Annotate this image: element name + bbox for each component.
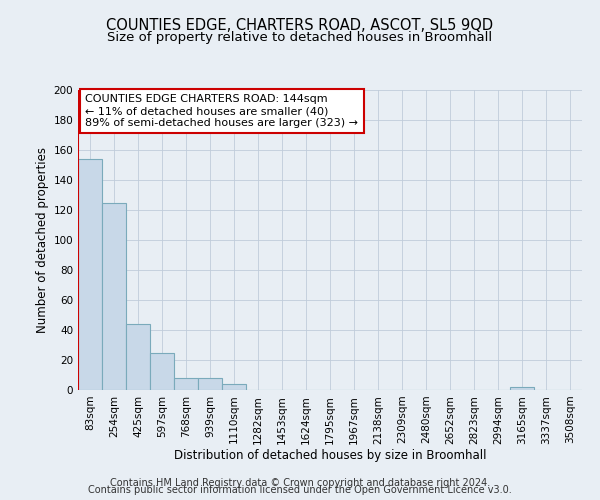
Bar xyxy=(126,324,150,390)
Text: Size of property relative to detached houses in Broomhall: Size of property relative to detached ho… xyxy=(107,31,493,44)
Text: COUNTIES EDGE CHARTERS ROAD: 144sqm
← 11% of detached houses are smaller (40)
89: COUNTIES EDGE CHARTERS ROAD: 144sqm ← 11… xyxy=(85,94,358,128)
Text: Contains HM Land Registry data © Crown copyright and database right 2024.: Contains HM Land Registry data © Crown c… xyxy=(110,478,490,488)
Bar xyxy=(150,352,174,390)
Text: Contains public sector information licensed under the Open Government Licence v3: Contains public sector information licen… xyxy=(88,485,512,495)
Y-axis label: Number of detached properties: Number of detached properties xyxy=(36,147,49,333)
Bar xyxy=(198,378,222,390)
Bar xyxy=(222,384,246,390)
Bar xyxy=(510,387,534,390)
Text: COUNTIES EDGE, CHARTERS ROAD, ASCOT, SL5 9QD: COUNTIES EDGE, CHARTERS ROAD, ASCOT, SL5… xyxy=(106,18,494,32)
Bar xyxy=(78,159,102,390)
X-axis label: Distribution of detached houses by size in Broomhall: Distribution of detached houses by size … xyxy=(174,449,486,462)
Bar xyxy=(174,378,198,390)
Bar xyxy=(102,202,126,390)
